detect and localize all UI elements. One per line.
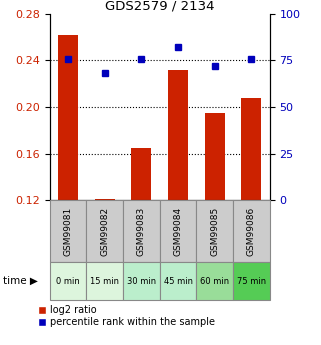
Bar bbox=[196, 262, 233, 300]
Legend: log2 ratio, percentile rank within the sample: log2 ratio, percentile rank within the s… bbox=[39, 305, 215, 327]
Text: GSM99084: GSM99084 bbox=[174, 207, 183, 256]
Bar bbox=[131, 148, 152, 200]
Text: 45 min: 45 min bbox=[163, 277, 193, 286]
Text: 60 min: 60 min bbox=[200, 277, 229, 286]
Bar bbox=[160, 200, 196, 262]
Text: 30 min: 30 min bbox=[127, 277, 156, 286]
Bar bbox=[233, 200, 270, 262]
Text: 15 min: 15 min bbox=[90, 277, 119, 286]
Text: time ▶: time ▶ bbox=[3, 276, 38, 286]
Bar bbox=[50, 200, 86, 262]
Text: 75 min: 75 min bbox=[237, 277, 266, 286]
Text: GSM99085: GSM99085 bbox=[210, 207, 219, 256]
Bar bbox=[168, 70, 188, 200]
Text: GSM99083: GSM99083 bbox=[137, 207, 146, 256]
Bar bbox=[196, 200, 233, 262]
Text: GSM99081: GSM99081 bbox=[64, 207, 73, 256]
Text: 0 min: 0 min bbox=[56, 277, 80, 286]
Bar bbox=[50, 262, 86, 300]
Bar bbox=[123, 200, 160, 262]
Bar bbox=[86, 262, 123, 300]
Text: GSM99086: GSM99086 bbox=[247, 207, 256, 256]
Bar bbox=[58, 35, 78, 200]
Bar bbox=[86, 200, 123, 262]
Bar bbox=[160, 262, 196, 300]
Bar bbox=[95, 199, 115, 200]
Bar bbox=[123, 262, 160, 300]
Text: GSM99082: GSM99082 bbox=[100, 207, 109, 256]
Bar bbox=[233, 262, 270, 300]
Title: GDS2579 / 2134: GDS2579 / 2134 bbox=[105, 0, 214, 13]
Bar bbox=[241, 98, 261, 200]
Bar bbox=[204, 113, 225, 200]
